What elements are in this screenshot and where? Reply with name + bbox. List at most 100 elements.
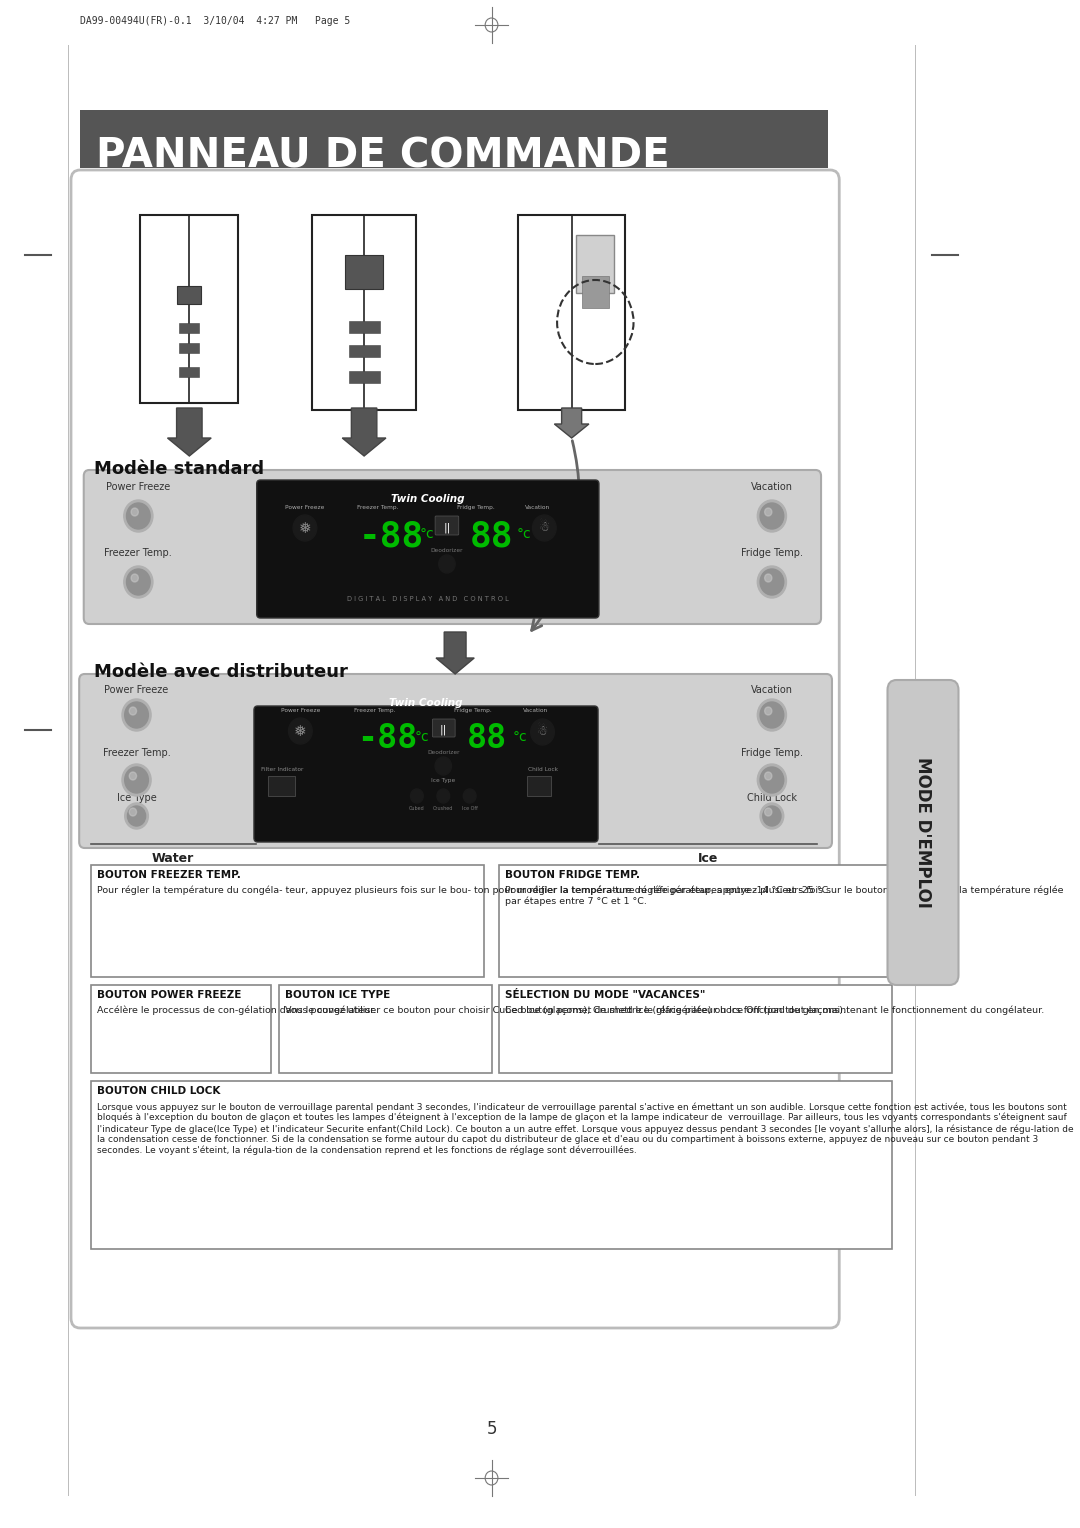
Circle shape [410,788,423,804]
Text: Child Lock: Child Lock [527,767,557,772]
Text: -88: -88 [359,520,424,553]
Text: °c: °c [513,730,527,744]
Text: Freezer Temp.: Freezer Temp. [105,549,172,558]
FancyBboxPatch shape [345,255,383,289]
Circle shape [437,788,449,804]
Text: Accélère le processus de con-gélation dans le congélateur.: Accélère le processus de con-gélation da… [97,1005,377,1015]
Circle shape [765,707,772,715]
Text: Power Freeze: Power Freeze [281,707,320,714]
Text: Pour régler la température du congéla- teur, appuyez plusieurs fois sur le bou- : Pour régler la température du congéla- t… [97,885,832,894]
Text: Cubed: Cubed [409,805,424,811]
FancyBboxPatch shape [349,345,379,358]
Circle shape [130,707,136,715]
Text: BOUTON FRIDGE TEMP.: BOUTON FRIDGE TEMP. [505,869,640,880]
Text: °c: °c [415,730,430,744]
FancyBboxPatch shape [499,986,892,1073]
FancyBboxPatch shape [179,367,200,377]
Text: Vacation: Vacation [751,481,793,492]
FancyBboxPatch shape [435,516,459,535]
Text: Modèle standard: Modèle standard [94,460,264,478]
Circle shape [757,500,786,532]
Text: BOUTON FREEZER TEMP.: BOUTON FREEZER TEMP. [97,869,241,880]
Text: Child Lock: Child Lock [747,793,797,804]
Circle shape [124,804,148,830]
Text: ☃: ☃ [539,521,550,533]
Circle shape [760,804,784,830]
FancyBboxPatch shape [177,286,201,304]
Circle shape [124,500,153,532]
Circle shape [435,756,451,775]
Circle shape [760,568,784,594]
Circle shape [131,575,138,582]
Text: Power Freeze: Power Freeze [105,685,168,695]
Circle shape [765,808,772,816]
Circle shape [765,575,772,582]
Text: Pour régler la température du réfrigérateur, appuyez plusieurs fois sur le bouto: Pour régler la température du réfrigérat… [505,885,1064,906]
FancyBboxPatch shape [254,706,598,842]
Text: Twin Cooling: Twin Cooling [389,698,462,707]
Circle shape [765,507,772,516]
Text: Vacation: Vacation [525,504,550,510]
Text: MODE D'EMPLOI: MODE D'EMPLOI [914,756,932,908]
Text: SÉLECTION DU MODE "VACANCES": SÉLECTION DU MODE "VACANCES" [505,990,705,999]
Circle shape [122,764,151,796]
FancyBboxPatch shape [349,321,379,333]
Circle shape [126,568,150,594]
Circle shape [127,805,146,827]
Circle shape [530,720,554,746]
FancyBboxPatch shape [179,322,200,333]
Circle shape [757,565,786,597]
Ellipse shape [316,270,376,374]
Circle shape [130,808,136,816]
FancyArrow shape [554,408,589,439]
Circle shape [760,701,784,727]
Text: Ice Off: Ice Off [462,805,477,811]
Circle shape [757,698,786,730]
Text: DA99-00494U(FR)-0.1  3/10/04  4:27 PM   Page 5: DA99-00494U(FR)-0.1 3/10/04 4:27 PM Page… [80,15,350,26]
FancyBboxPatch shape [140,215,239,403]
Text: 88: 88 [467,723,508,755]
Text: Power Freeze: Power Freeze [285,504,325,510]
Text: Deodorizer: Deodorizer [427,750,460,755]
Text: BOUTON ICE TYPE: BOUTON ICE TYPE [285,990,390,999]
Circle shape [124,767,148,793]
Text: Ice Type: Ice Type [117,793,157,804]
Circle shape [124,701,148,727]
Text: °c: °c [517,527,531,541]
Text: 5: 5 [486,1420,497,1438]
FancyBboxPatch shape [499,865,892,976]
FancyBboxPatch shape [84,471,821,623]
FancyBboxPatch shape [349,371,379,384]
Text: BOUTON POWER FREEZE: BOUTON POWER FREEZE [97,990,242,999]
Circle shape [765,772,772,779]
Text: Twin Cooling: Twin Cooling [391,494,464,504]
Text: -88: -88 [356,723,417,755]
FancyBboxPatch shape [312,215,417,410]
Circle shape [126,503,150,529]
Text: Fridge Temp.: Fridge Temp. [741,549,802,558]
Text: ☃: ☃ [537,724,549,738]
Circle shape [131,507,138,516]
Text: Modèle avec distributeur: Modèle avec distributeur [94,663,348,681]
Text: Fridge Temp.: Fridge Temp. [457,504,495,510]
FancyArrow shape [167,408,212,455]
Text: Ice: Ice [698,853,718,865]
Text: PANNEAU DE COMMANDE: PANNEAU DE COMMANDE [95,136,670,176]
Circle shape [122,698,151,730]
Text: °c: °c [420,527,434,541]
FancyBboxPatch shape [91,986,271,1073]
Text: Ice Type: Ice Type [431,778,456,782]
Circle shape [762,805,781,827]
Text: Vacation: Vacation [523,707,548,714]
Circle shape [288,718,312,744]
Text: Ce bouton permet de mettre le réfrigérateur hors fonction tout en maintenant le : Ce bouton permet de mettre le réfrigérat… [505,1005,1044,1015]
FancyBboxPatch shape [432,720,455,736]
FancyBboxPatch shape [279,986,491,1073]
FancyBboxPatch shape [91,865,484,976]
FancyBboxPatch shape [268,776,295,796]
FancyBboxPatch shape [527,776,551,796]
FancyBboxPatch shape [179,342,200,353]
Text: Power Freeze: Power Freeze [106,481,171,492]
FancyBboxPatch shape [91,1080,892,1248]
Text: Crushed: Crushed [433,805,454,811]
